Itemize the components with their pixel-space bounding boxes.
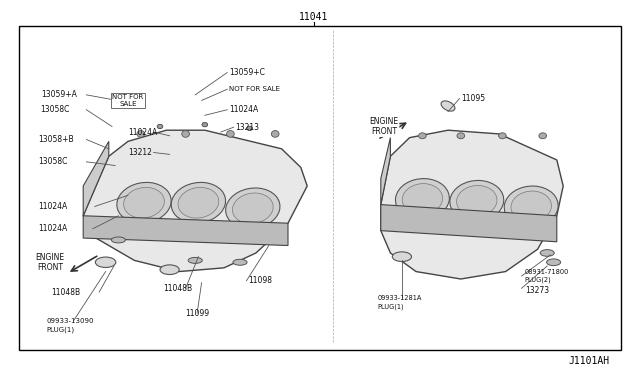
Polygon shape bbox=[83, 141, 109, 216]
Ellipse shape bbox=[271, 131, 279, 137]
Text: 13273: 13273 bbox=[525, 286, 549, 295]
Text: 11024A: 11024A bbox=[38, 202, 68, 211]
Text: 11048B: 11048B bbox=[51, 288, 81, 296]
Ellipse shape bbox=[117, 182, 171, 223]
Ellipse shape bbox=[499, 133, 506, 139]
Text: 11098: 11098 bbox=[248, 276, 273, 285]
Ellipse shape bbox=[160, 265, 179, 275]
Text: 11095: 11095 bbox=[461, 94, 485, 103]
Ellipse shape bbox=[188, 257, 202, 263]
Polygon shape bbox=[381, 138, 390, 205]
Ellipse shape bbox=[392, 252, 412, 262]
Ellipse shape bbox=[157, 124, 163, 129]
Bar bbox=[19, 26, 621, 350]
Ellipse shape bbox=[504, 186, 558, 227]
Text: 13058+B: 13058+B bbox=[38, 135, 74, 144]
Text: 11024A: 11024A bbox=[38, 224, 68, 233]
Text: 13059+A: 13059+A bbox=[42, 90, 77, 99]
Text: 09933-1281A: 09933-1281A bbox=[378, 295, 422, 301]
Text: 13058C: 13058C bbox=[40, 105, 70, 114]
Ellipse shape bbox=[511, 191, 552, 222]
Text: J1101AH: J1101AH bbox=[568, 356, 609, 366]
Text: NOT FOR
SALE: NOT FOR SALE bbox=[113, 94, 143, 107]
Text: ENGINE
FRONT: ENGINE FRONT bbox=[369, 117, 399, 136]
Ellipse shape bbox=[402, 184, 443, 214]
Ellipse shape bbox=[450, 180, 504, 221]
Text: 11024A: 11024A bbox=[128, 128, 157, 137]
Ellipse shape bbox=[95, 257, 116, 267]
Text: PLUG(1): PLUG(1) bbox=[378, 304, 404, 310]
Polygon shape bbox=[381, 130, 563, 279]
Text: 09933-13090: 09933-13090 bbox=[46, 318, 93, 324]
Ellipse shape bbox=[226, 188, 280, 229]
Text: NOT FOR SALE: NOT FOR SALE bbox=[229, 86, 280, 92]
Ellipse shape bbox=[456, 186, 497, 216]
Ellipse shape bbox=[182, 131, 189, 137]
Ellipse shape bbox=[111, 237, 125, 243]
Text: PLUG(2): PLUG(2) bbox=[525, 276, 552, 283]
Ellipse shape bbox=[547, 259, 561, 266]
Text: 11048B: 11048B bbox=[163, 284, 193, 293]
Ellipse shape bbox=[419, 133, 426, 139]
Ellipse shape bbox=[202, 122, 207, 127]
Ellipse shape bbox=[441, 101, 455, 111]
Ellipse shape bbox=[124, 187, 164, 218]
Text: 13058C: 13058C bbox=[38, 157, 68, 166]
Ellipse shape bbox=[233, 259, 247, 265]
Ellipse shape bbox=[457, 133, 465, 139]
Text: PLUG(1): PLUG(1) bbox=[46, 327, 74, 333]
Text: 11099: 11099 bbox=[186, 309, 210, 318]
Text: 08931-71800: 08931-71800 bbox=[525, 269, 569, 275]
Text: 11041: 11041 bbox=[299, 12, 328, 22]
Polygon shape bbox=[83, 130, 307, 272]
Text: 11024A: 11024A bbox=[229, 105, 259, 114]
Polygon shape bbox=[83, 216, 288, 246]
Text: 13212: 13212 bbox=[128, 148, 152, 157]
Text: 13059+C: 13059+C bbox=[229, 68, 265, 77]
Ellipse shape bbox=[172, 182, 225, 223]
Text: 13213: 13213 bbox=[236, 123, 260, 132]
Ellipse shape bbox=[137, 131, 145, 137]
Ellipse shape bbox=[540, 250, 554, 256]
Ellipse shape bbox=[232, 193, 273, 224]
Ellipse shape bbox=[178, 187, 219, 218]
Ellipse shape bbox=[396, 179, 449, 219]
Ellipse shape bbox=[539, 133, 547, 139]
Text: ENGINE
FRONT: ENGINE FRONT bbox=[35, 253, 65, 272]
Ellipse shape bbox=[247, 126, 253, 131]
Ellipse shape bbox=[227, 131, 234, 137]
Polygon shape bbox=[381, 205, 557, 242]
